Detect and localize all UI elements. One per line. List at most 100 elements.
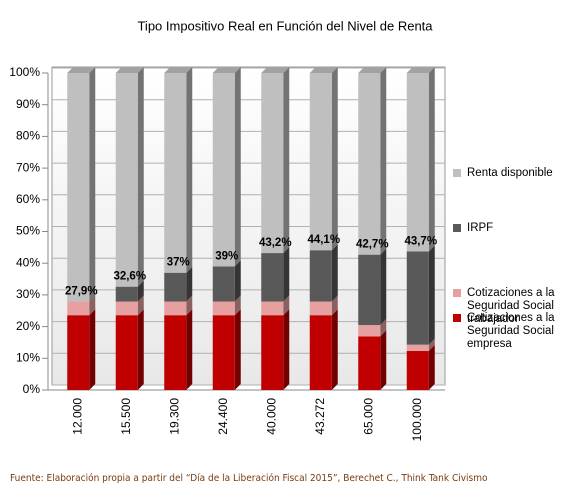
bar — [406, 351, 429, 390]
y-tick-label: 100% — [9, 65, 40, 79]
bar — [115, 315, 138, 390]
bar-side — [380, 67, 387, 255]
x-tick-label: 65.000 — [361, 398, 375, 435]
x-tick-label: 43.272 — [313, 398, 327, 435]
bar-top — [358, 67, 387, 73]
bar-side — [283, 309, 290, 390]
total-label: 27,9% — [65, 286, 98, 298]
bar — [164, 73, 187, 273]
legend-label: Cotizaciones a la Seguridad Social empre… — [467, 312, 555, 350]
total-label: 44,1% — [307, 234, 340, 246]
legend-entry: IRPF — [453, 222, 582, 235]
bar-side — [89, 309, 96, 390]
bar-side — [428, 245, 435, 345]
y-tick-label: 40% — [16, 255, 40, 269]
bar-side — [380, 248, 387, 326]
bar-side — [380, 330, 387, 390]
total-label: 37% — [167, 257, 190, 269]
legend-swatch — [453, 289, 461, 297]
bar — [164, 315, 187, 390]
bar-side — [283, 247, 290, 302]
bar — [115, 73, 138, 287]
bar-side — [186, 266, 193, 302]
bar-side — [331, 295, 338, 316]
legend-label: Cotizaciones a la Seguridad Social traba… — [467, 287, 555, 325]
bar-side — [186, 309, 193, 390]
legend-label: Renta disponible — [467, 167, 553, 179]
bar-side — [428, 338, 435, 352]
bar — [358, 325, 381, 337]
total-label: 39% — [215, 250, 238, 262]
bar-side — [234, 309, 241, 390]
bar-top — [115, 67, 144, 73]
legend-label: IRPF — [467, 222, 494, 234]
bar-side — [283, 295, 290, 316]
x-tick-label: 15.500 — [119, 398, 133, 435]
source: Fuente: Elaboración propia a partir del … — [10, 472, 488, 484]
bar — [212, 301, 235, 316]
bar — [212, 73, 235, 267]
bar-side — [234, 67, 241, 267]
legend-swatch — [453, 314, 461, 322]
bar-side — [234, 295, 241, 316]
bar-side — [283, 67, 290, 254]
bar-side — [89, 295, 96, 316]
y-tick-label: 90% — [16, 97, 40, 111]
bar — [358, 73, 381, 255]
bar — [358, 336, 381, 390]
bar-side — [331, 244, 338, 302]
legend-swatch — [453, 224, 461, 232]
legend-swatch — [453, 169, 461, 177]
bar — [212, 315, 235, 390]
total-label: 42,7% — [356, 239, 389, 251]
y-tick-label: 0% — [23, 382, 41, 396]
bar — [164, 301, 187, 316]
bar-side — [428, 345, 435, 390]
bar — [67, 301, 90, 316]
bar — [212, 266, 235, 302]
bar-side — [234, 260, 241, 302]
y-tick-label: 80% — [16, 129, 40, 143]
bar-side — [331, 309, 338, 390]
bar-top — [261, 67, 290, 73]
y-tick-label: 60% — [16, 192, 40, 206]
bar — [67, 315, 90, 390]
bar — [358, 254, 381, 326]
x-tick-label: 100.000 — [410, 398, 424, 442]
y-tick-label: 30% — [16, 287, 40, 301]
total-label: 32,6% — [113, 271, 146, 283]
bar — [309, 301, 332, 316]
y-tick-label: 70% — [16, 160, 40, 174]
x-tick-label: 40.000 — [264, 398, 278, 435]
bar-top — [67, 67, 96, 73]
bar-side — [137, 280, 144, 302]
bar — [309, 250, 332, 302]
legend-entry: Cotizaciones a la Seguridad Social traba… — [453, 287, 582, 326]
x-tick-label: 12.000 — [70, 398, 84, 435]
y-tick-label: 10% — [16, 350, 40, 364]
bar-top — [164, 67, 193, 73]
bar — [164, 272, 187, 302]
bar-top — [406, 67, 435, 73]
bar — [406, 344, 429, 352]
bar-side — [137, 67, 144, 287]
bar-side — [428, 67, 435, 252]
bar — [406, 251, 429, 345]
legend-entry: Cotizaciones a la Seguridad Social empre… — [453, 312, 582, 351]
bar — [309, 315, 332, 390]
bar — [261, 253, 284, 302]
bar-side — [380, 319, 387, 337]
y-tick-label: 20% — [16, 319, 40, 333]
bar-side — [137, 295, 144, 316]
bar — [67, 73, 90, 302]
bar-side — [186, 295, 193, 316]
legend-entry: Renta disponible — [453, 167, 582, 180]
total-label: 43,7% — [404, 236, 437, 248]
bar — [261, 301, 284, 316]
bar — [261, 315, 284, 390]
bar-top — [309, 67, 338, 73]
bar — [115, 286, 138, 302]
bar-side — [331, 67, 338, 251]
